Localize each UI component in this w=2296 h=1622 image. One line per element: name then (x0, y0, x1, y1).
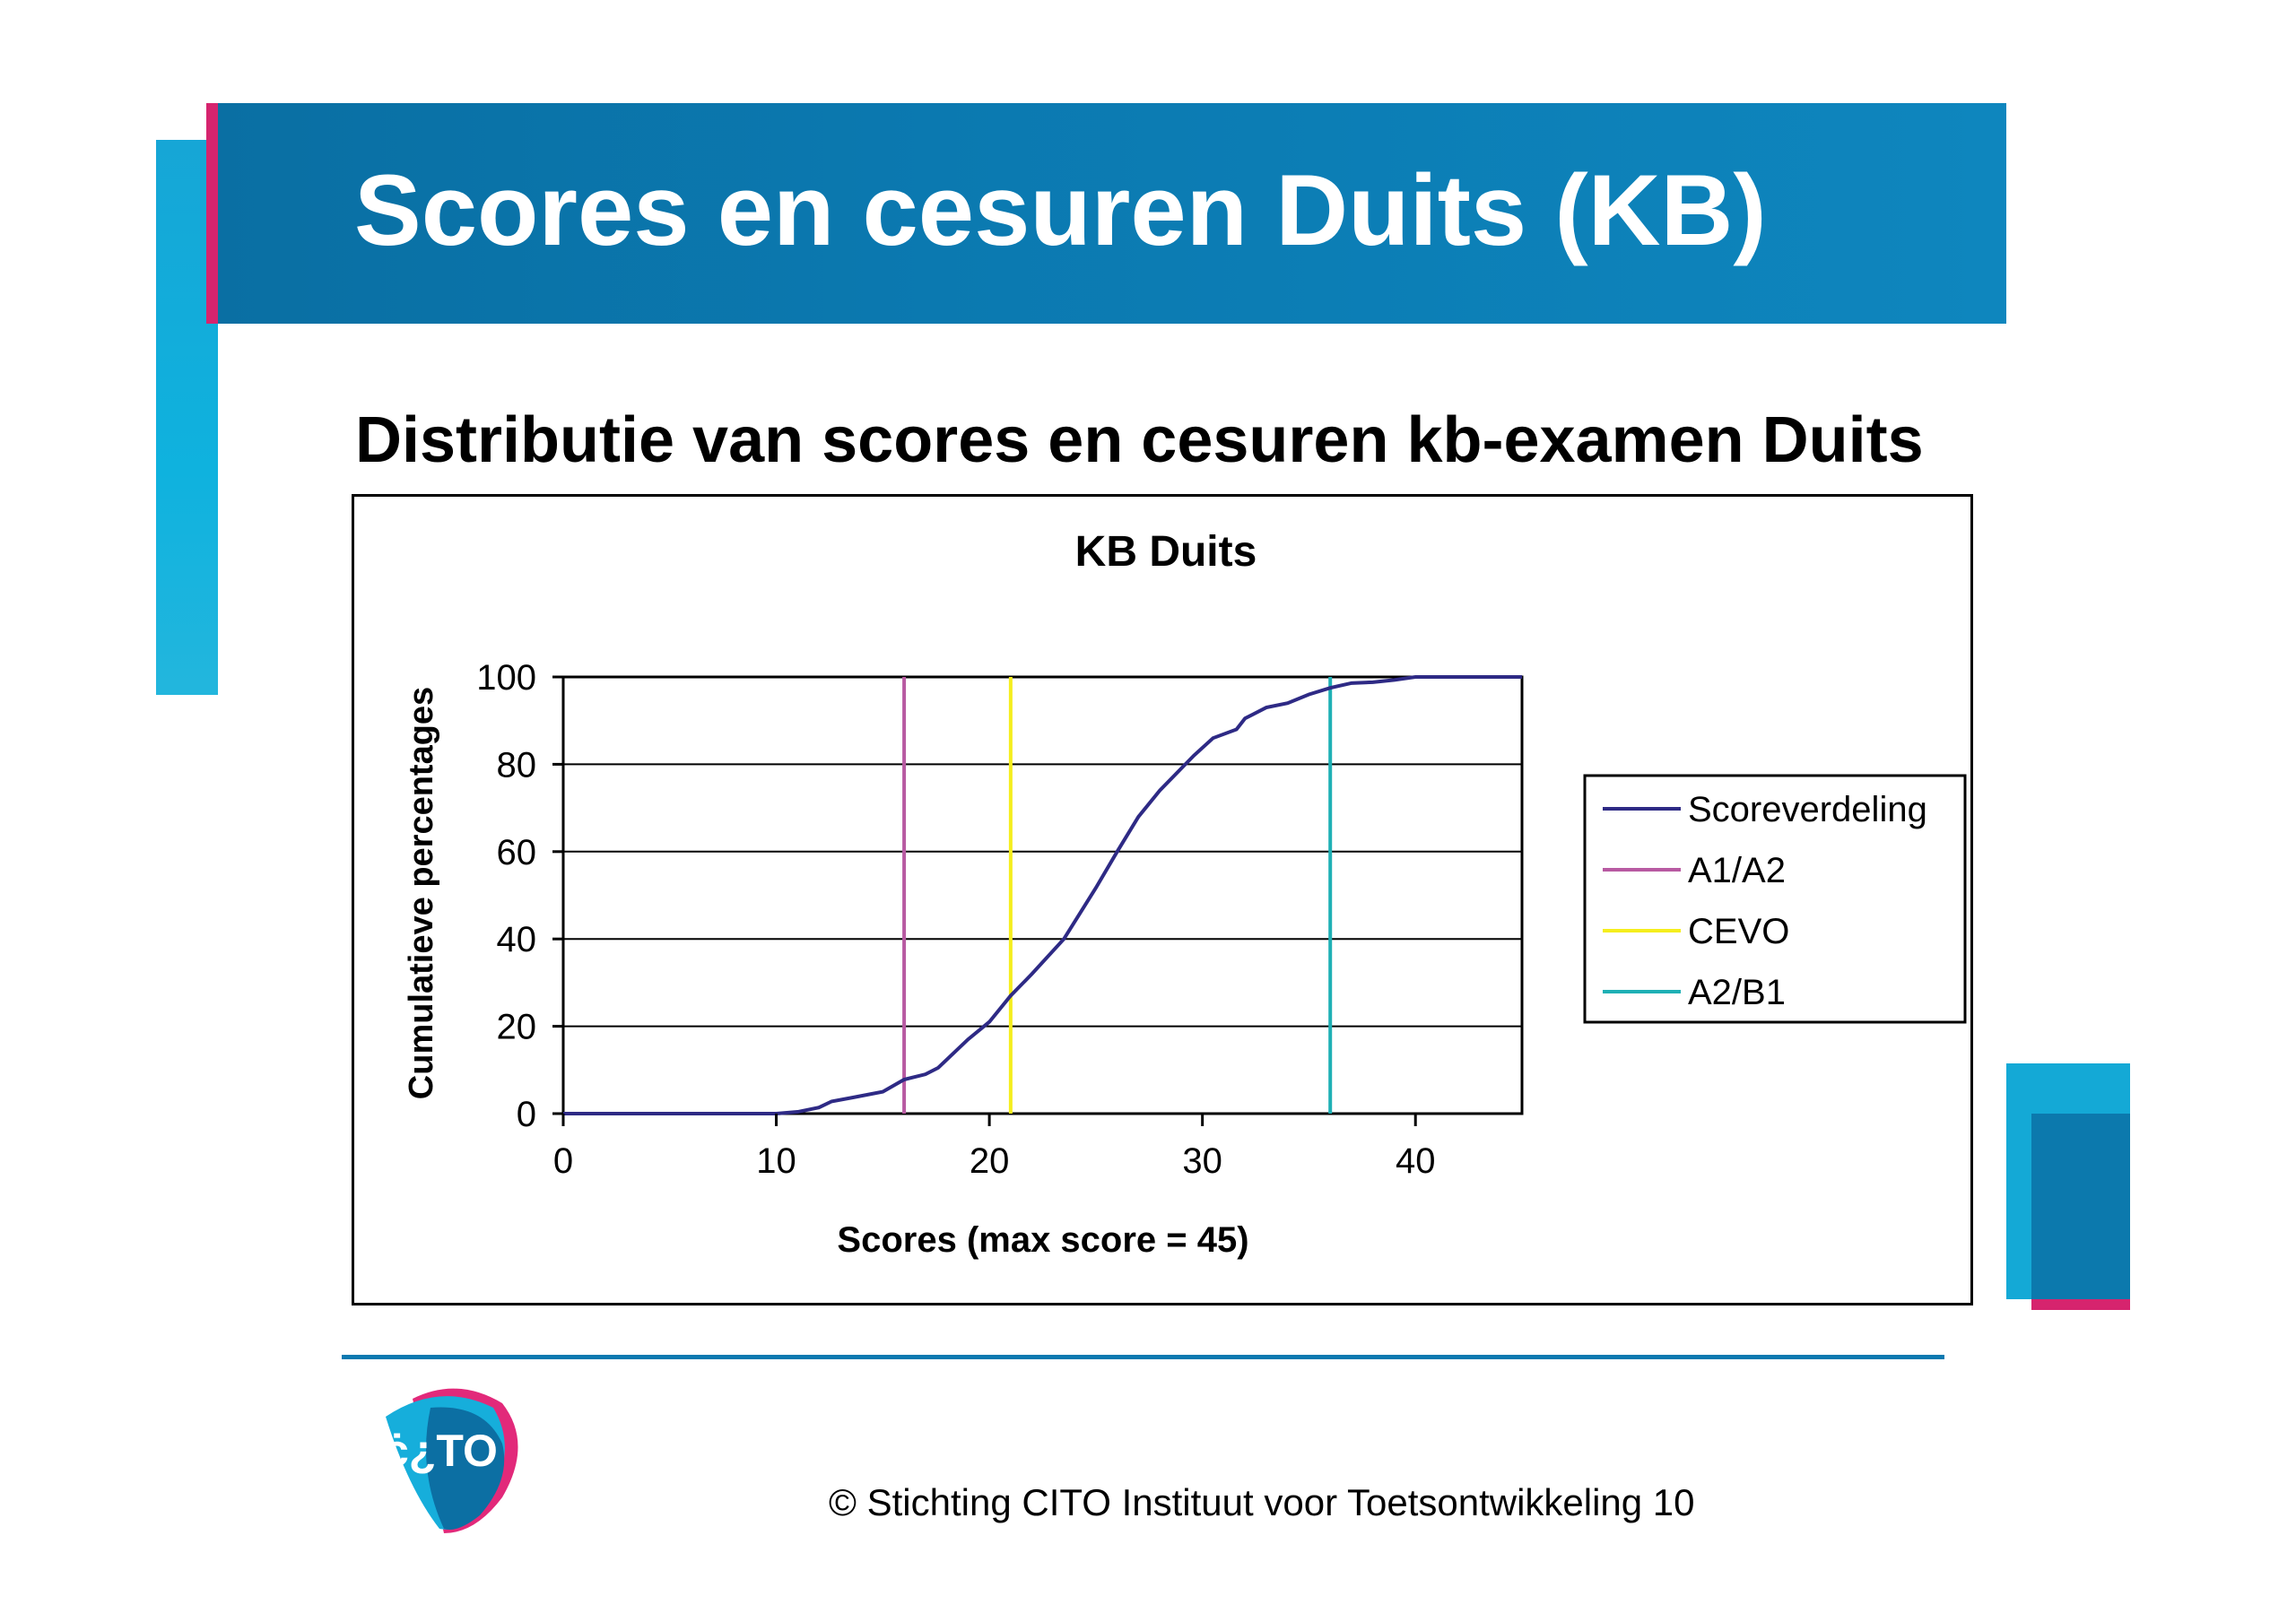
footer-copyright: © Stichting CITO Instituut voor Toetsont… (829, 1481, 1695, 1523)
x-tick-label: 20 (970, 1141, 1010, 1181)
series-line-scoreverdeling (563, 675, 1522, 1115)
y-tick-label: 0 (517, 1095, 536, 1134)
legend-label: A2/B1 (1688, 973, 1786, 1012)
y-tick-label: 20 (497, 1008, 537, 1047)
header-band (218, 103, 2006, 324)
y-axis-label: Cumulatieve percentages (403, 687, 440, 1099)
y-tick-label: 60 (497, 833, 537, 872)
y-tick-label: 80 (497, 745, 537, 785)
x-tick-label: 30 (1182, 1141, 1222, 1181)
legend: Scoreverdeling A1/A2 CEVO A2/B1 (1583, 774, 1967, 1024)
x-axis-label: Scores (max score = 45) (837, 1220, 1248, 1260)
legend-label: Scoreverdeling (1688, 790, 1927, 829)
decor-pink-block (2031, 1299, 2130, 1310)
x-tick-label: 40 (1396, 1141, 1436, 1181)
decor-blue-block (2031, 1114, 2130, 1299)
x-tick-label: 0 (553, 1141, 573, 1181)
chart: KB Duits Cumulatieve percentages Scores … (403, 528, 1967, 1260)
slide-subtitle: Distributie van scores en cesuren kb-exa… (355, 404, 1924, 476)
chart-title: KB Duits (1075, 528, 1257, 576)
chart-frame (352, 494, 1973, 1305)
y-tick-label: 40 (497, 920, 537, 959)
slide-title: Scores en cesuren Duits (KB) (354, 154, 1767, 266)
x-tick-label: 10 (756, 1141, 796, 1181)
decor-pink-strip (206, 103, 218, 324)
y-tick-label: 100 (476, 658, 536, 698)
legend-label: A1/A2 (1688, 851, 1786, 890)
legend-label: CEVO (1688, 912, 1789, 951)
svg-text:ċ¿TO: ċ¿TO (384, 1426, 498, 1476)
cito-logo: ċ¿TO (384, 1388, 518, 1533)
plot-area (561, 675, 1524, 1115)
footer-divider (342, 1355, 1944, 1359)
